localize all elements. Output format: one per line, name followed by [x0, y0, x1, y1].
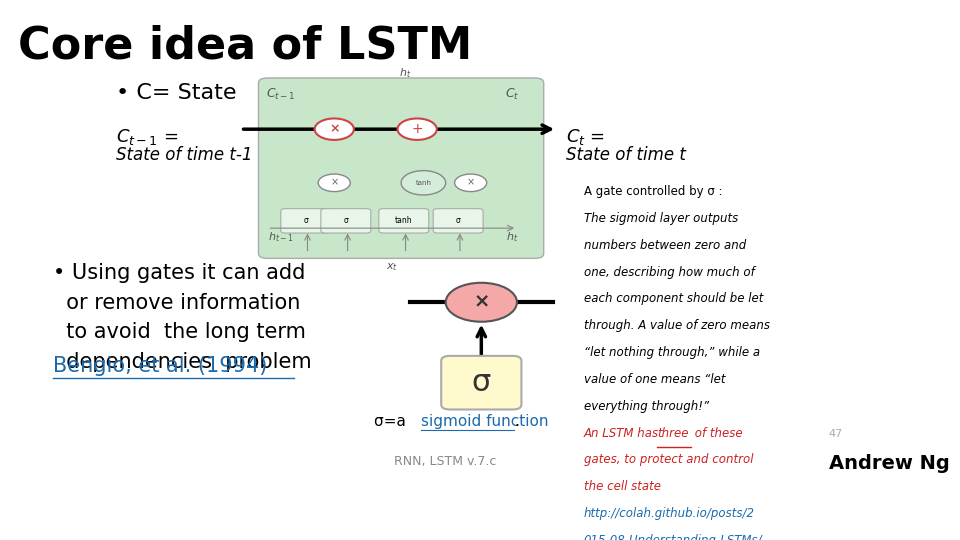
Text: σ: σ	[303, 217, 308, 225]
Text: of these: of these	[691, 427, 742, 440]
Text: $C_{t-1}$: $C_{t-1}$	[266, 87, 296, 103]
FancyBboxPatch shape	[433, 208, 483, 233]
Circle shape	[401, 171, 445, 195]
Text: RNN, LSTM v.7.c: RNN, LSTM v.7.c	[395, 455, 497, 468]
Text: ×: ×	[473, 293, 490, 312]
Text: .: .	[515, 414, 519, 429]
Text: everything through!”: everything through!”	[584, 400, 708, 413]
Text: numbers between zero and: numbers between zero and	[584, 239, 746, 252]
Text: 015-08-Understanding-LSTMs/: 015-08-Understanding-LSTMs/	[584, 534, 762, 540]
Text: three: three	[657, 427, 688, 440]
Text: σ: σ	[471, 368, 491, 397]
Text: $C_{t-1}$ =: $C_{t-1}$ =	[116, 127, 179, 147]
Text: σ: σ	[344, 217, 348, 225]
Text: Core idea of LSTM: Core idea of LSTM	[18, 24, 472, 68]
Text: through. A value of zero means: through. A value of zero means	[584, 319, 770, 332]
Circle shape	[445, 283, 517, 322]
Text: Bengio, et al. (1994): Bengio, et al. (1994)	[54, 356, 268, 376]
Text: State of time t: State of time t	[566, 146, 685, 164]
Text: sigmoid function: sigmoid function	[420, 414, 548, 429]
Text: σ: σ	[456, 217, 461, 225]
Circle shape	[318, 174, 350, 192]
Text: 47: 47	[828, 429, 843, 438]
Text: ×: ×	[330, 178, 338, 188]
Text: value of one means “let: value of one means “let	[584, 373, 726, 386]
Circle shape	[315, 118, 354, 140]
Text: • Using gates it can add
  or remove information
  to avoid  the long term
  dep: • Using gates it can add or remove infor…	[54, 263, 312, 372]
Text: the cell state: the cell state	[584, 480, 660, 493]
Text: An LSTM has: An LSTM has	[584, 427, 662, 440]
Text: Andrew Ng: Andrew Ng	[828, 454, 949, 473]
Text: σ=a: σ=a	[374, 414, 411, 429]
Text: $h_t$: $h_t$	[506, 230, 518, 244]
Text: $h_t$: $h_t$	[399, 66, 412, 80]
Text: each component should be let: each component should be let	[584, 293, 763, 306]
Text: $x_t$: $x_t$	[386, 261, 398, 273]
FancyBboxPatch shape	[442, 356, 521, 409]
FancyBboxPatch shape	[258, 78, 543, 258]
Text: $C_{t}$ =: $C_{t}$ =	[566, 127, 605, 147]
Text: +: +	[411, 122, 423, 136]
Text: The sigmoid layer outputs: The sigmoid layer outputs	[584, 212, 738, 225]
Text: “let nothing through,” while a: “let nothing through,” while a	[584, 346, 760, 359]
Text: gates, to protect and control: gates, to protect and control	[584, 454, 754, 467]
Text: State of time t-1: State of time t-1	[116, 146, 252, 164]
Text: ×: ×	[467, 178, 474, 188]
Circle shape	[397, 118, 437, 140]
Text: • C= State: • C= State	[116, 83, 236, 103]
Text: http://colah.github.io/posts/2: http://colah.github.io/posts/2	[584, 507, 755, 520]
Text: $C_t$: $C_t$	[505, 87, 519, 103]
FancyBboxPatch shape	[280, 208, 330, 233]
Text: A gate controlled by σ :: A gate controlled by σ :	[584, 185, 722, 198]
FancyBboxPatch shape	[379, 208, 429, 233]
Text: $h_{t-1}$: $h_{t-1}$	[268, 230, 294, 244]
Text: tanh: tanh	[395, 217, 413, 225]
Text: ×: ×	[329, 123, 340, 136]
FancyBboxPatch shape	[321, 208, 371, 233]
Circle shape	[455, 174, 487, 192]
Text: one, describing how much of: one, describing how much of	[584, 266, 755, 279]
Text: tanh: tanh	[416, 180, 431, 186]
